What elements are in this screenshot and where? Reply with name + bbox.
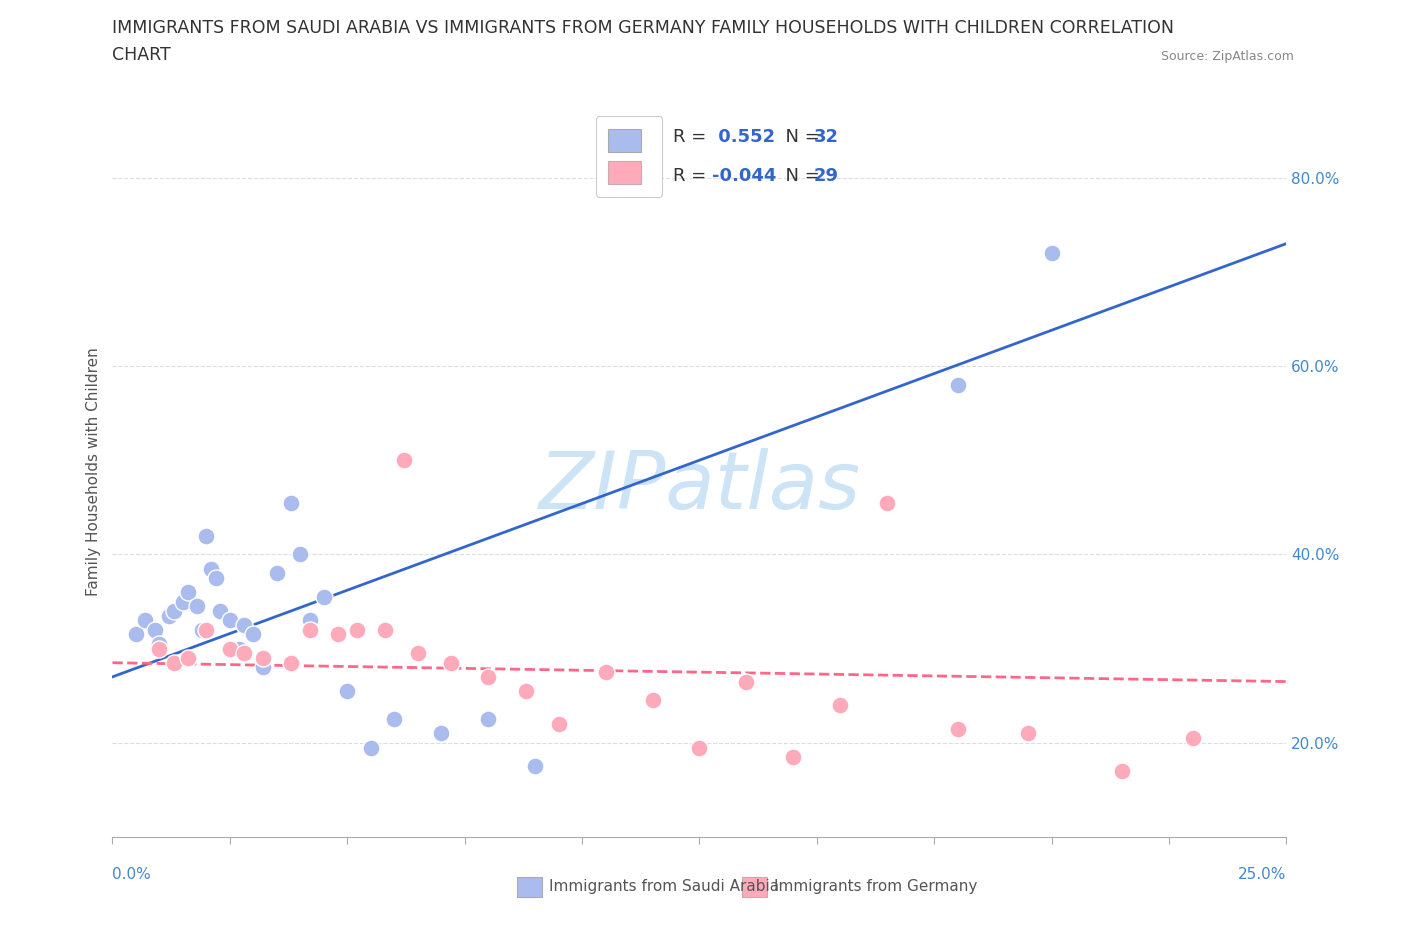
Text: Immigrants from Germany: Immigrants from Germany	[773, 879, 977, 894]
Y-axis label: Family Households with Children: Family Households with Children	[86, 348, 101, 596]
Point	[148, 641, 170, 656]
Point	[641, 693, 664, 708]
Point	[1111, 764, 1133, 778]
Point	[439, 656, 461, 671]
Point	[266, 565, 288, 580]
Text: N =: N =	[775, 128, 825, 146]
Point	[219, 641, 242, 656]
Point	[595, 665, 617, 680]
Point	[233, 618, 256, 632]
Point	[242, 627, 264, 642]
Point	[176, 651, 198, 666]
Point	[125, 627, 148, 642]
Point	[298, 613, 321, 628]
Point	[290, 547, 312, 562]
Text: 25.0%: 25.0%	[1239, 867, 1286, 882]
Text: 0.552: 0.552	[713, 128, 776, 146]
Text: 0.0%: 0.0%	[112, 867, 152, 882]
Legend: , : ,	[596, 116, 662, 196]
Text: IMMIGRANTS FROM SAUDI ARABIA VS IMMIGRANTS FROM GERMANY FAMILY HOUSEHOLDS WITH C: IMMIGRANTS FROM SAUDI ARABIA VS IMMIGRAN…	[112, 19, 1174, 36]
Point	[374, 622, 396, 637]
Point	[157, 608, 180, 623]
Text: R =: R =	[673, 128, 711, 146]
Point	[524, 759, 547, 774]
Text: Immigrants from Saudi Arabia: Immigrants from Saudi Arabia	[548, 879, 779, 894]
Point	[1040, 246, 1063, 260]
Point	[326, 627, 349, 642]
Point	[228, 641, 250, 656]
Point	[298, 622, 321, 637]
Point	[162, 656, 184, 671]
Point	[876, 495, 898, 510]
Text: ZIPatlas: ZIPatlas	[538, 447, 860, 525]
Point	[186, 599, 208, 614]
Point	[689, 740, 711, 755]
Point	[195, 528, 218, 543]
Point	[280, 495, 302, 510]
Point	[406, 645, 429, 660]
Point	[782, 750, 804, 764]
Point	[336, 684, 359, 698]
Text: -0.044: -0.044	[713, 166, 776, 185]
Text: 29: 29	[814, 166, 838, 185]
Text: CHART: CHART	[112, 46, 172, 64]
Point	[162, 604, 184, 618]
Point	[134, 613, 156, 628]
Point	[547, 716, 569, 731]
Point	[204, 570, 226, 585]
Point	[280, 656, 302, 671]
Point	[209, 604, 232, 618]
Point	[477, 670, 499, 684]
Point	[312, 590, 335, 604]
Point	[233, 645, 256, 660]
Point	[148, 636, 170, 651]
Point	[195, 622, 218, 637]
Point	[946, 378, 969, 392]
Text: Source: ZipAtlas.com: Source: ZipAtlas.com	[1160, 50, 1294, 63]
Point	[515, 684, 537, 698]
Point	[190, 622, 212, 637]
Point	[219, 613, 242, 628]
Point	[143, 622, 166, 637]
Point	[1017, 726, 1039, 741]
Point	[830, 698, 852, 712]
Point	[176, 585, 198, 600]
Point	[735, 674, 758, 689]
Point	[172, 594, 194, 609]
Point	[392, 453, 415, 468]
Point	[360, 740, 382, 755]
Point	[1181, 731, 1204, 746]
Point	[252, 660, 274, 675]
Text: N =: N =	[775, 166, 825, 185]
Point	[382, 711, 405, 726]
Text: R =: R =	[673, 166, 711, 185]
Point	[346, 622, 368, 637]
Point	[946, 722, 969, 737]
Text: 32: 32	[814, 128, 838, 146]
Point	[430, 726, 453, 741]
Point	[200, 561, 222, 576]
Point	[477, 711, 499, 726]
Point	[252, 651, 274, 666]
